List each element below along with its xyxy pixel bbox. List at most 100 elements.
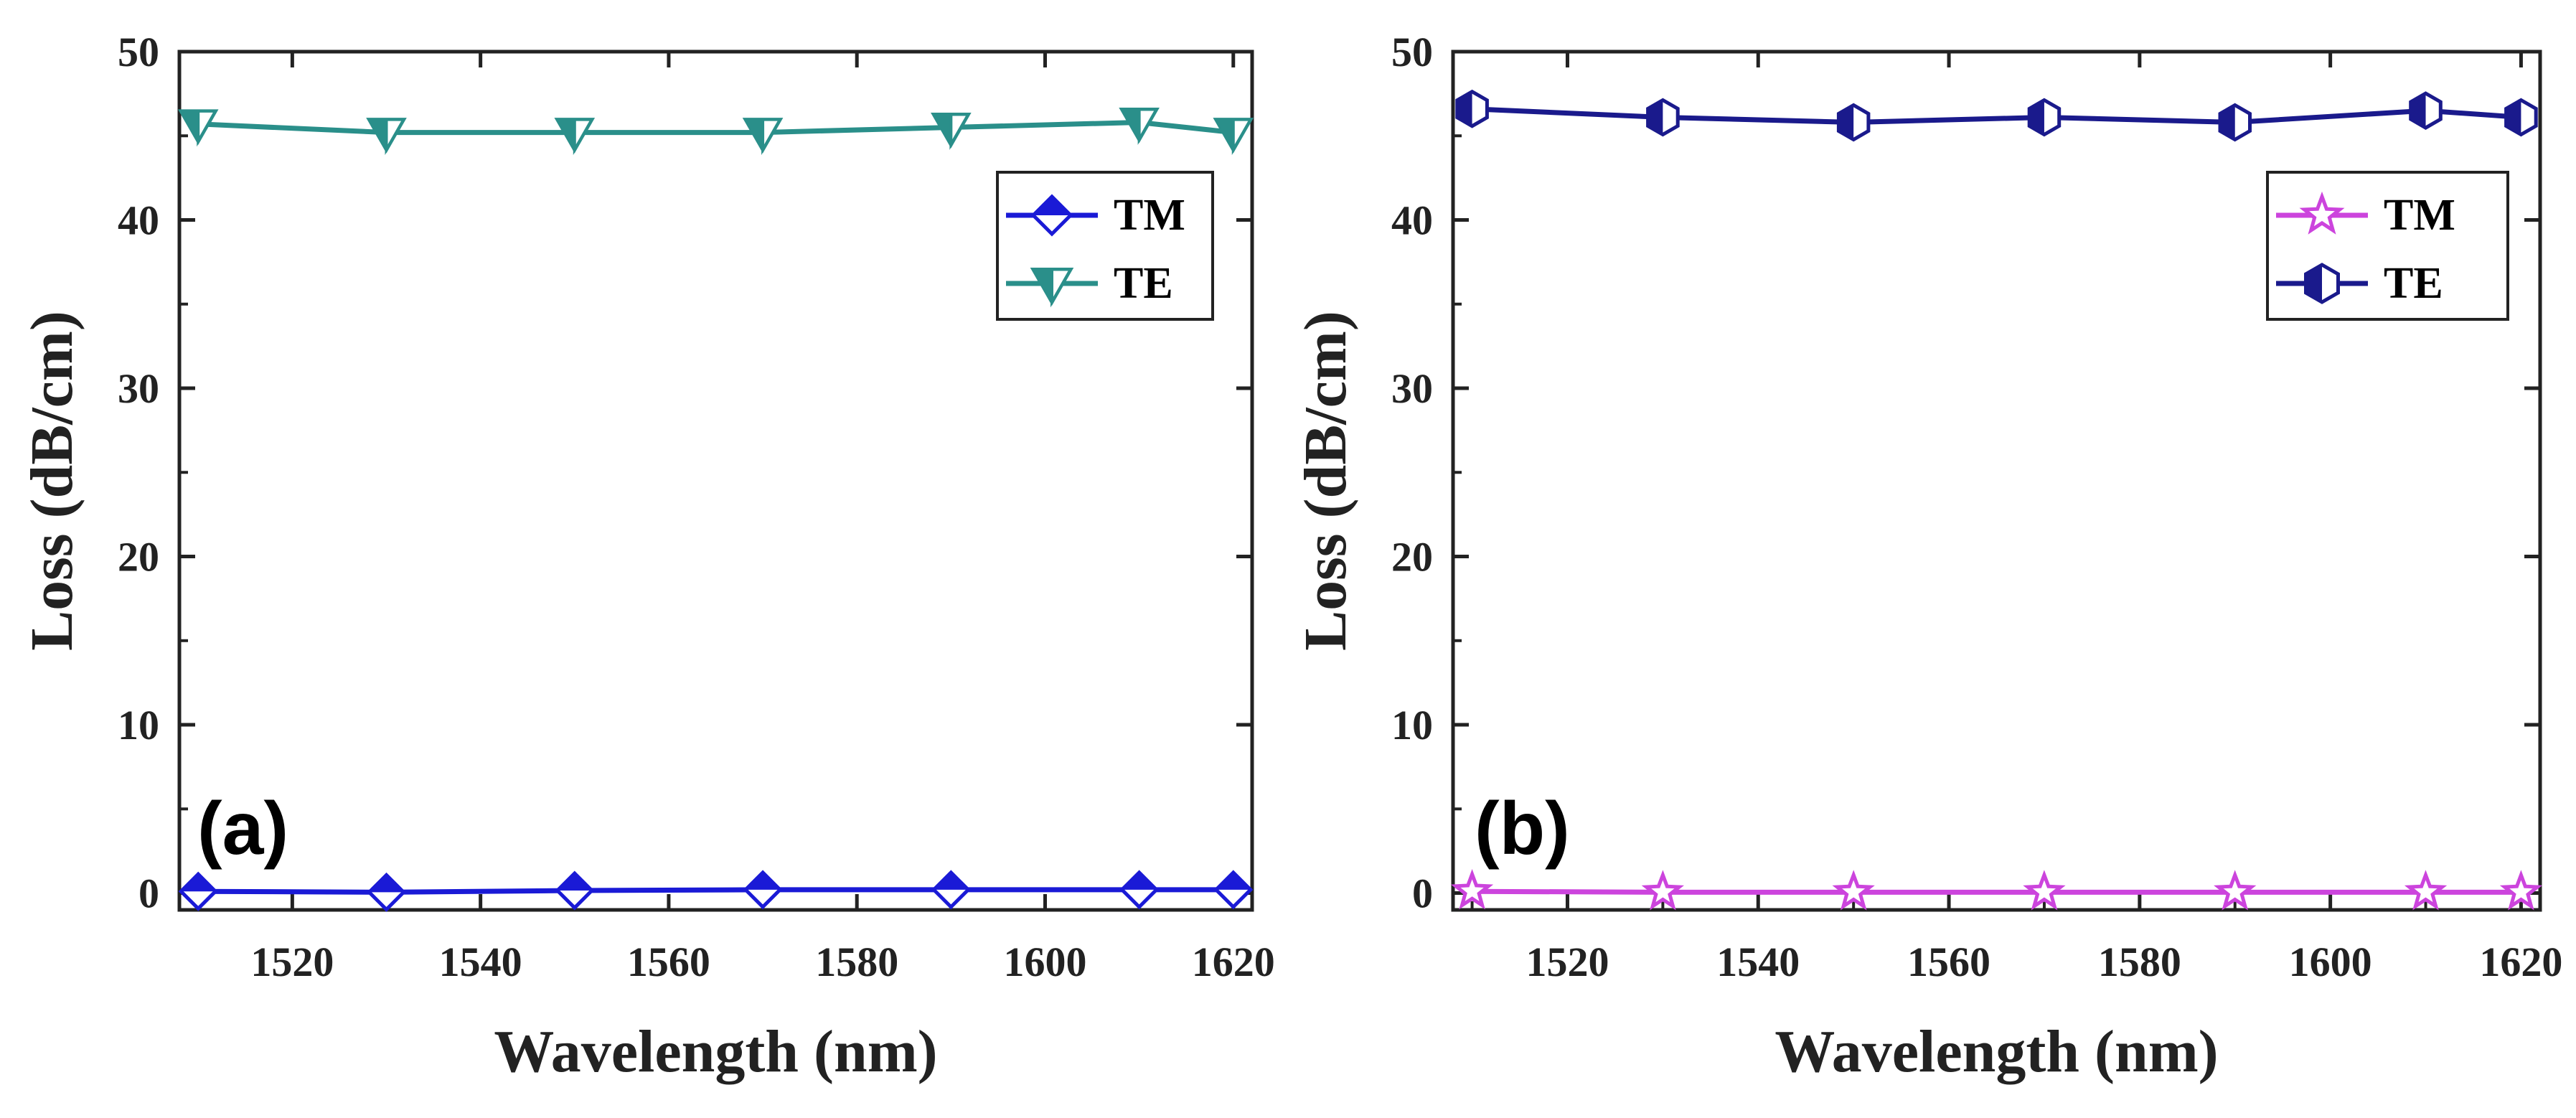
series-line xyxy=(1472,888,2521,895)
y-tick-label: 20 xyxy=(118,534,159,581)
x-axis-title: Wavelength (nm) xyxy=(494,1018,937,1085)
x-tick-label: 1600 xyxy=(2289,939,2372,985)
x-tick-label: 1620 xyxy=(2479,939,2562,985)
x-tick-label: 1580 xyxy=(2098,939,2181,985)
marker-outline xyxy=(1451,869,1494,910)
legend-box xyxy=(996,171,1214,321)
data-point xyxy=(2504,98,2538,137)
y-tick-label: 40 xyxy=(118,197,159,244)
marker-fill xyxy=(1122,872,1157,890)
data-point xyxy=(1451,869,1494,910)
data-point xyxy=(1646,98,1680,137)
data-point xyxy=(555,870,595,911)
marker-outline xyxy=(2299,191,2345,235)
data-point xyxy=(366,872,407,912)
data-point xyxy=(366,118,407,156)
marker-fill xyxy=(2506,100,2521,135)
marker-fill xyxy=(2410,93,2426,128)
data-point xyxy=(1455,89,1489,128)
marker-half xyxy=(949,113,971,151)
y-tick-label: 30 xyxy=(118,365,159,412)
marker-half xyxy=(197,109,218,147)
legend: TM TE xyxy=(996,171,1214,321)
x-axis-title: Wavelength (nm) xyxy=(1774,1018,2218,1085)
marker-half xyxy=(1050,268,1073,308)
marker-fill xyxy=(1838,105,1854,140)
legend-marker xyxy=(1030,268,1074,308)
x-tick-label: 1600 xyxy=(1003,939,1086,985)
marker-fill xyxy=(1457,91,1472,126)
data-point xyxy=(1836,103,1871,142)
x-tick-label: 1580 xyxy=(815,939,898,985)
marker-outline xyxy=(2214,870,2257,911)
x-tick-label: 1540 xyxy=(439,939,522,985)
y-axis: 0 10 20 30 40 50 xyxy=(1391,29,2540,917)
marker-outline xyxy=(1832,870,1875,911)
series-tm xyxy=(178,870,1254,912)
series-tm xyxy=(1451,869,2542,911)
marker-fill xyxy=(557,873,592,891)
x-tick-label: 1520 xyxy=(1526,939,1609,985)
x-axis: 1520 1540 1560 1580 1600 1620 xyxy=(1470,52,2562,985)
y-tick-label: 30 xyxy=(1391,365,1433,412)
x-axis: 1520 1540 1560 1580 1600 1620 xyxy=(197,52,1275,985)
plot-frame xyxy=(1451,50,2542,912)
marker-half xyxy=(573,118,595,156)
marker-fill xyxy=(2219,105,2235,140)
y-tick-label: 20 xyxy=(1391,534,1433,581)
data-point xyxy=(1213,118,1254,156)
marker-fill xyxy=(181,874,216,892)
data-point xyxy=(743,870,783,910)
marker-outline xyxy=(2023,870,2066,911)
legend-label: TE xyxy=(2384,259,2443,308)
legend: TM TE xyxy=(2266,171,2509,321)
marker-fill xyxy=(2029,100,2044,135)
legend-marker xyxy=(1030,194,1073,237)
chart-panel-a: 0 10 20 30 40 50 1520 1540 1560 1580 1600 1620 Wavel… xyxy=(19,29,1275,1085)
data-point xyxy=(1832,870,1875,911)
data-point xyxy=(2214,870,2257,911)
x-tick-label: 1560 xyxy=(1907,939,1990,985)
x-tick-label: 1540 xyxy=(1716,939,1800,985)
legend-label: TE xyxy=(1114,259,1173,308)
legend-label: TM xyxy=(1114,191,1185,240)
y-tick-label: 0 xyxy=(1412,870,1433,917)
data-point xyxy=(1119,870,1160,910)
legend-marker xyxy=(2304,263,2340,304)
data-point xyxy=(2027,98,2062,137)
data-point xyxy=(2499,870,2542,911)
series-te xyxy=(177,107,1254,156)
data-point xyxy=(1213,870,1254,910)
legend-label: TM xyxy=(2384,191,2455,240)
marker-half xyxy=(761,118,783,156)
series-te xyxy=(1455,89,2538,142)
y-tick-label: 0 xyxy=(138,870,159,917)
marker-half xyxy=(385,118,406,156)
marker-fill xyxy=(934,872,969,890)
x-tick-label: 1560 xyxy=(627,939,710,985)
x-tick-label: 1620 xyxy=(1192,939,1275,985)
y-tick-label: 10 xyxy=(118,702,159,748)
panel-label: (b) xyxy=(1475,787,1570,870)
plot-frame xyxy=(177,50,1254,912)
data-point xyxy=(178,871,218,911)
marker-outline xyxy=(2499,870,2542,911)
data-point xyxy=(177,109,219,147)
series-line xyxy=(198,887,1233,895)
y-axis-title: Loss (dB/cm) xyxy=(19,311,85,651)
marker-half xyxy=(1231,118,1254,156)
data-point xyxy=(931,870,971,910)
data-point xyxy=(2409,91,2443,130)
series-line xyxy=(198,119,1234,136)
data-point xyxy=(2218,103,2252,142)
x-tick-label: 1520 xyxy=(250,939,334,985)
y-tick-label: 50 xyxy=(1391,29,1433,75)
data-point xyxy=(1119,107,1160,146)
marker-half xyxy=(1137,108,1160,146)
marker-fill xyxy=(746,872,781,890)
panel-label: (a) xyxy=(197,787,288,870)
marker-fill xyxy=(2305,265,2322,302)
chart-panel-b: 0 10 20 30 40 50 1520 1540 1560 1580 1600 1620 Wavel… xyxy=(1292,29,2562,1085)
data-point xyxy=(742,118,784,156)
marker-fill xyxy=(1216,872,1251,890)
